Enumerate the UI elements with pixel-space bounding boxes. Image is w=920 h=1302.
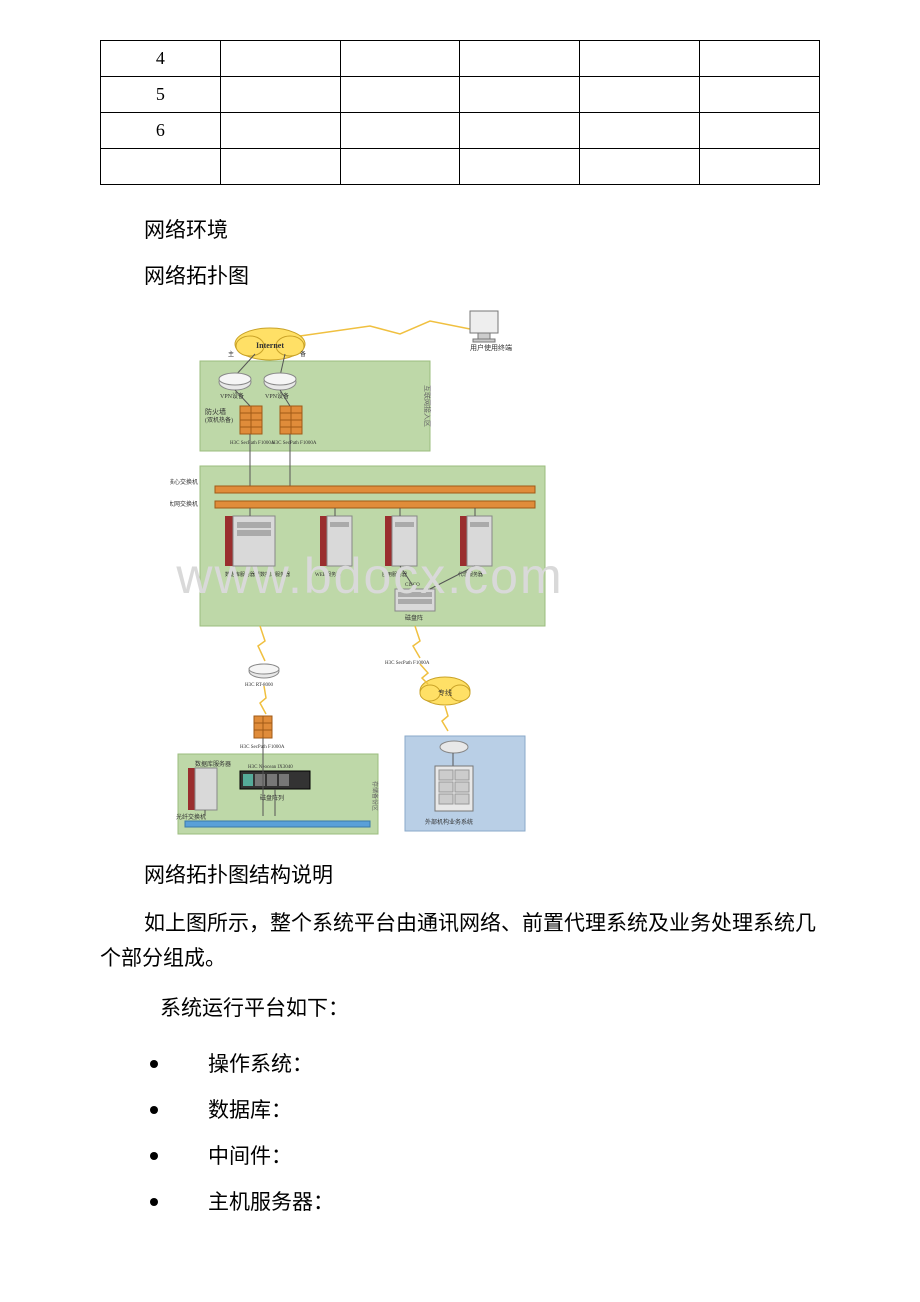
cell: 6 (101, 113, 221, 149)
cell (340, 113, 460, 149)
fw-lr-label: H3C SecPath F1000A (385, 661, 430, 666)
cell: 4 (101, 41, 221, 77)
list-item: 中间件： (150, 1133, 820, 1179)
fw-ll-label: H3C SecPath F1000A (240, 745, 285, 750)
cell (220, 149, 340, 185)
topology-svg: 用户使用终端 Internet 主 备 互联网接入区 VPN设备 VPN设备 防… (170, 306, 570, 846)
heading-topology: 网络拓扑图 (144, 261, 820, 293)
san-label: 磁盘阵 (405, 614, 423, 622)
cell (101, 149, 221, 185)
list-item: 主机服务器： (150, 1179, 820, 1225)
para-desc: 如上图所示，整个系统平台由通讯网络、前置代理系统及业务处理系统几个部分组成。 (100, 906, 820, 977)
cell (580, 77, 700, 113)
bullet-dot-icon (150, 1152, 158, 1160)
srv3-label: 应用服务器 (382, 571, 407, 578)
bullet-dot-icon (150, 1198, 158, 1206)
bullet-dot-icon (150, 1060, 158, 1068)
storage-sub2: 磁盘阵列 (260, 794, 284, 802)
para-platform: 系统运行平台如下： (100, 991, 820, 1027)
cell (580, 113, 700, 149)
cell (580, 41, 700, 77)
cell (700, 41, 820, 77)
zone-top-label: 互联网接入区 (423, 385, 432, 427)
fw2-label: H3C SecPath F1000A (272, 441, 317, 446)
network-topology-diagram: www.bdocx.com 用户使用终端 Internet 主 备 互联网接入区 (170, 306, 570, 846)
bullet-dot-icon (150, 1106, 158, 1114)
cell (700, 149, 820, 185)
fw-label-sub: (双机热备) (205, 416, 233, 424)
list-item: 操作系统： (150, 1041, 820, 1087)
cell (460, 41, 580, 77)
cell (220, 77, 340, 113)
cell: 5 (101, 77, 221, 113)
table-row: 5 (101, 77, 820, 113)
remote-host-label: 用户使用终端 (470, 343, 512, 352)
table-row: 6 (101, 113, 820, 149)
cell (220, 41, 340, 77)
cell (700, 77, 820, 113)
bullet-text: 数据库： (208, 1087, 292, 1133)
switch-top-label: 主核心交换机 (170, 478, 198, 486)
bullet-list: 操作系统： 数据库： 中间件： 主机服务器： (150, 1041, 820, 1226)
cell (220, 113, 340, 149)
cloud2-label: 专线 (438, 688, 452, 697)
storage-sub: H3C Neocean IX3040 (248, 765, 293, 770)
bullet-text: 主机服务器： (208, 1179, 334, 1225)
cell (340, 149, 460, 185)
cell (460, 77, 580, 113)
cell (460, 149, 580, 185)
bullet-text: 操作系统： (208, 1041, 313, 1087)
list-item: 数据库： (150, 1087, 820, 1133)
switch-mid-label: 千兆以太网交换机 (170, 500, 198, 508)
table-row: 4 (101, 41, 820, 77)
cloud-label: Internet (256, 341, 284, 350)
cell (460, 113, 580, 149)
fw-label-top: 防火墙 (205, 407, 226, 416)
srv2-label: WEB服务器 (315, 571, 341, 578)
data-table: 4 5 6 (100, 40, 820, 185)
svg-text:主: 主 (228, 350, 234, 358)
bullet-text: 中间件： (208, 1133, 292, 1179)
cell (580, 149, 700, 185)
svg-text:备: 备 (300, 350, 306, 358)
heading-network-env: 网络环境 (144, 215, 820, 247)
zone-bl-label: 存储备份区 (371, 781, 379, 811)
cell (340, 77, 460, 113)
data-srv-label: 数据库服务器 (195, 760, 231, 768)
cell (340, 41, 460, 77)
fw1-label: H3C SecPath F1000A (230, 441, 275, 446)
srv4-label: 代理服务器 (458, 571, 483, 578)
heading-topology-desc: 网络拓扑图结构说明 (144, 860, 820, 892)
srv1-label: 数据库服务器暨数据库服务器 (225, 571, 290, 578)
cell (700, 113, 820, 149)
ext-cab-label: 外部机构业务系统 (425, 818, 473, 826)
switch-bottom-label: 光纤交换机 (176, 813, 206, 821)
table-row (101, 149, 820, 185)
router-ll-label: H3C RT-8000 (245, 683, 273, 688)
